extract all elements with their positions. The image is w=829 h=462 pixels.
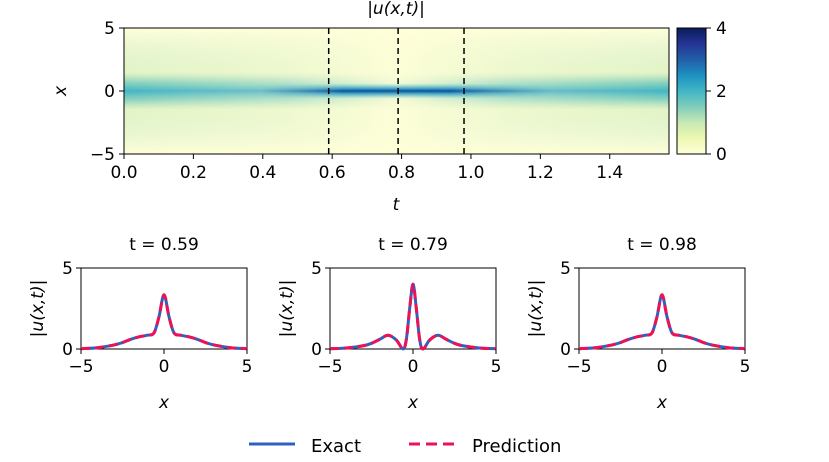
heatmap-x-tick-label: 0.2 [180,163,207,183]
exact-series-line [80,293,248,351]
heatmap-x-ticks: 0.0 0.2 0.4 0.6 0.8 1.0 1.2 1.4 [110,154,623,183]
heatmap-y-tick-label: 5 [104,19,115,39]
line-panel-x-tick-label: 0 [408,357,419,377]
heatmap-panel: |u(x,t)| 0.0 0.2 0.4 0.6 0.8 1.0 1.2 1.4 −5 0 5 t… [51,0,727,215]
colorbar-ticks: 0 2 4 [706,19,727,165]
line-panel-x-tick-label: 5 [740,357,751,377]
line-panel-frame [578,267,746,350]
line-panel-title: t = 0.98 [627,235,697,255]
heatmap-x-tick-label: 0.4 [249,163,276,183]
colorbar-tick-label: 4 [716,19,727,39]
heatmap-core-band [124,28,669,154]
line-panel-x-label: x [158,393,170,413]
line-panel-x-label: x [407,393,419,413]
line-panel-frame [80,267,248,350]
line-panel-x-tick-label: 5 [242,357,253,377]
line-panel-y-tick-label: 0 [62,340,73,360]
colorbar-tick-label: 2 [716,82,727,102]
heatmap-vlines [327,28,465,154]
line-panel-x-tick-label: −5 [317,357,342,377]
line-panel-x-tick-label: −5 [68,357,93,377]
exact-series-line [329,282,497,351]
heatmap-y-ticks: −5 0 5 [90,19,124,165]
line-panel-x-tick-label: 5 [491,357,502,377]
prediction-series-line [329,282,497,351]
heatmap-x-tick-label: 1.2 [527,163,554,183]
line-panel-y-tick-label: 5 [62,259,73,279]
line-panel-y-label: |u(x,t)| [277,280,297,338]
line-panel-y-tick-label: 5 [311,259,322,279]
line-panel-y-label: |u(x,t)| [28,280,48,338]
prediction-series-line [80,293,248,351]
line-panel-y-tick-label: 5 [560,259,571,279]
prediction-series-line [578,293,746,351]
heatmap-x-tick-label: 0.6 [319,163,346,183]
heatmap-x-tick-label: 1.0 [457,163,484,183]
line-panel-y-label: |u(x,t)| [526,280,546,338]
line-panel-title: t = 0.79 [378,235,448,255]
heatmap-title: |u(x,t)| [367,0,425,19]
line-panel-x-label: x [656,393,668,413]
line-panel-title: t = 0.59 [129,235,199,255]
line-panel-x-tick-label: 0 [159,357,170,377]
heatmap-x-label: t [393,195,401,215]
colorbar [677,28,706,154]
legend-exact-label: Exact [311,436,361,457]
line-panel-y-tick-label: 0 [560,340,571,360]
line-panel-x-tick-label: −5 [566,357,591,377]
colorbar-tick-label: 0 [716,145,727,165]
heatmap-x-tick-label: 0.0 [110,163,137,183]
heatmap-y-tick-label: 0 [104,82,115,102]
legend-prediction-label: Prediction [472,436,561,457]
heatmap-x-tick-label: 0.8 [388,163,415,183]
line-panel-y-tick-label: 0 [311,340,322,360]
heatmap-y-label: x [51,85,71,97]
exact-series-line [578,293,746,351]
legend: Exact Prediction [249,436,561,457]
line-panel-x-tick-label: 0 [657,357,668,377]
heatmap-y-tick-label: −5 [90,145,115,165]
line-panel-frame [329,267,497,350]
heatmap-x-tick-label: 1.4 [596,163,623,183]
